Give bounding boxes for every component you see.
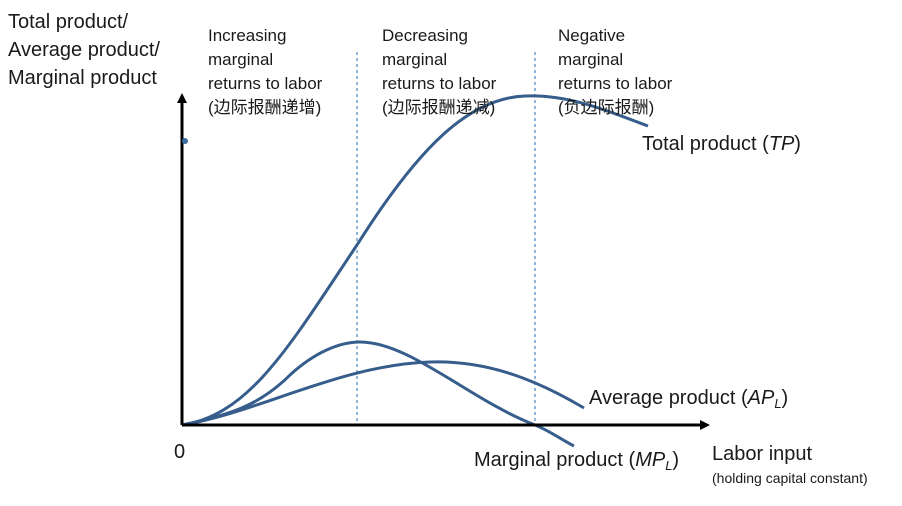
y-axis-marker-dot bbox=[182, 138, 188, 144]
mp-label-text: Marginal product ( bbox=[474, 449, 636, 471]
ap-label-sub: L bbox=[774, 396, 782, 411]
tp-label-text: Total product ( bbox=[642, 133, 769, 155]
region-increasing-line1: Increasing bbox=[208, 26, 287, 45]
x-axis-note: (holding capital constant) bbox=[712, 470, 868, 486]
y-axis-label: Total product/ Average product/ Marginal… bbox=[8, 8, 160, 92]
total-product-curve bbox=[181, 94, 649, 427]
marginal-product-label: Marginal product (MPL) bbox=[474, 449, 679, 473]
mp-label-close: ) bbox=[672, 449, 680, 471]
region-label-decreasing: Decreasing marginal returns to labor (边际… bbox=[382, 24, 496, 120]
region-decreasing-line4: (边际报酬递减) bbox=[382, 98, 496, 117]
region-negative-line1: Negative bbox=[558, 26, 626, 45]
region-negative-line4: (负边际报酬) bbox=[558, 98, 655, 117]
region-increasing-line4: (边际报酬递增) bbox=[208, 98, 322, 117]
origin-label: 0 bbox=[174, 441, 186, 463]
average-product-curve bbox=[181, 360, 585, 427]
mp-label-sub: L bbox=[665, 458, 673, 473]
ap-label-close: ) bbox=[781, 387, 789, 409]
total-product-label: Total product (TP) bbox=[642, 133, 801, 156]
region-negative-line2: marginal bbox=[558, 50, 624, 69]
region-increasing-line2: marginal bbox=[208, 50, 274, 69]
marginal-product-curve bbox=[181, 340, 575, 448]
y-axis-label-line3: Marginal product bbox=[8, 67, 157, 89]
y-axis-label-line1: Total product/ bbox=[8, 11, 129, 33]
region-negative-line3: returns to labor bbox=[558, 74, 673, 93]
region-increasing-line3: returns to labor bbox=[208, 74, 323, 93]
y-axis-label-line2: Average product/ bbox=[8, 39, 160, 61]
ap-label-abbr: AP bbox=[747, 387, 775, 409]
region-decreasing-line1: Decreasing bbox=[382, 26, 468, 45]
ap-label-text: Average product ( bbox=[589, 387, 748, 409]
region-label-negative: Negative marginal returns to labor (负边际报… bbox=[558, 24, 672, 120]
mp-label-abbr: MP bbox=[635, 449, 666, 471]
region-decreasing-line3: returns to labor bbox=[382, 74, 497, 93]
region-label-increasing: Increasing marginal returns to labor (边际… bbox=[208, 24, 322, 120]
x-axis-label: Labor input bbox=[712, 443, 813, 465]
tp-label-abbr: TP bbox=[768, 133, 795, 155]
average-product-label: Average product (APL) bbox=[589, 387, 788, 411]
tp-label-close: ) bbox=[794, 133, 801, 155]
region-decreasing-line2: marginal bbox=[382, 50, 448, 69]
